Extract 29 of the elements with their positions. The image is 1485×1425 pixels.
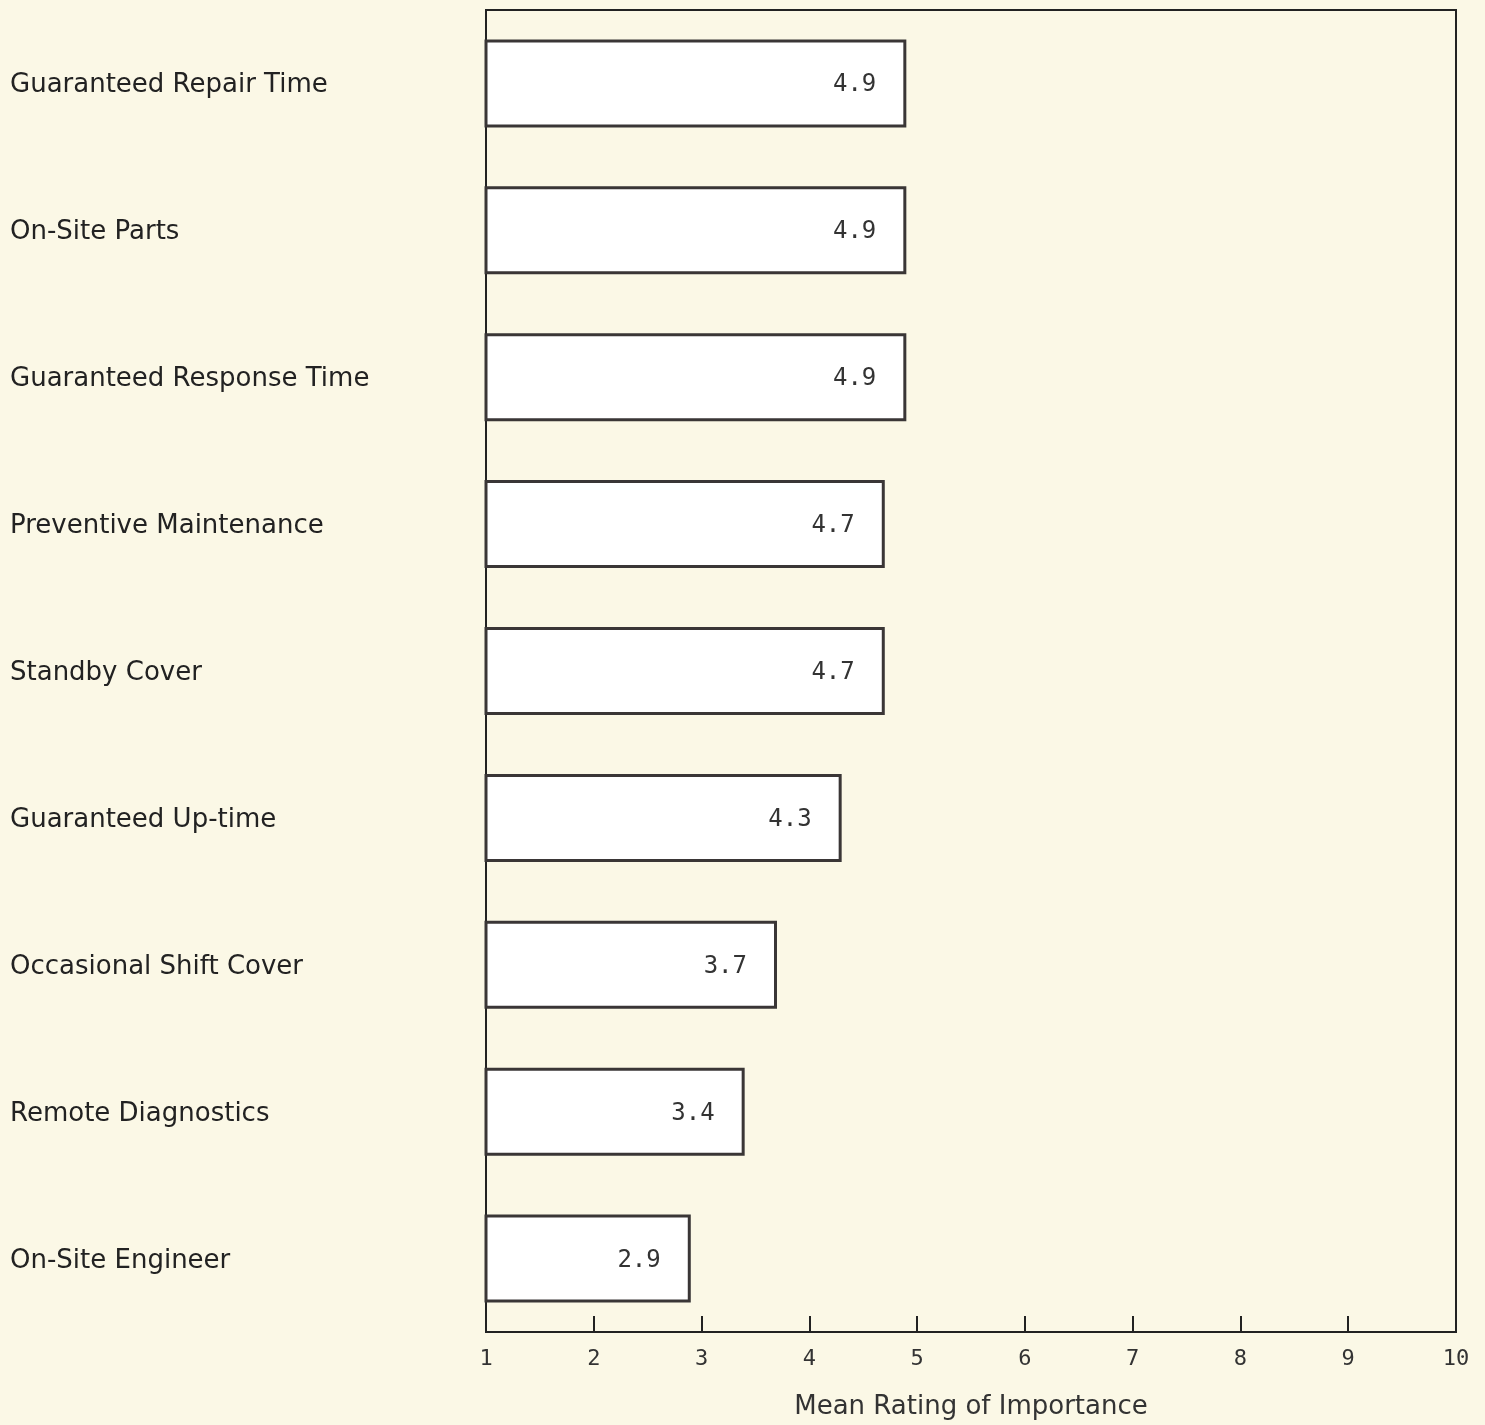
data-label: 2.9 xyxy=(617,1244,661,1273)
data-label: 4.7 xyxy=(811,657,855,685)
x-tick-label: 1 xyxy=(479,1344,493,1370)
y-tick-label: Guaranteed Repair Time xyxy=(10,68,328,99)
x-tick-label: 2 xyxy=(587,1344,601,1370)
y-tick-label: Preventive Maintenance xyxy=(10,509,324,540)
y-tick-label: On-Site Parts xyxy=(10,215,180,246)
x-tick-label: 3 xyxy=(694,1344,709,1370)
x-tick-label: 5 xyxy=(910,1344,924,1370)
x-tick-label: 8 xyxy=(1233,1344,1248,1370)
data-label: 4.9 xyxy=(832,216,877,245)
data-label: 4.9 xyxy=(832,69,877,98)
data-label: 4.9 xyxy=(832,363,877,392)
y-tick-label: Occasional Shift Cover xyxy=(10,949,304,980)
x-tick-label: 4 xyxy=(802,1344,816,1370)
data-label: 4.7 xyxy=(811,510,855,539)
y-tick-label: On-Site Engineer xyxy=(10,1243,231,1274)
y-tick-label: Guaranteed Up-time xyxy=(10,802,277,833)
data-label: 3.4 xyxy=(671,1097,715,1126)
x-tick-label: 10 xyxy=(1442,1344,1470,1370)
data-label: 3.7 xyxy=(703,950,747,979)
data-label: 4.3 xyxy=(768,803,812,832)
y-tick-label: Guaranteed Response Time xyxy=(10,362,370,393)
x-tick-label: 9 xyxy=(1341,1344,1355,1370)
x-axis-title: Mean Rating of Importance xyxy=(794,1390,1148,1420)
y-tick-label: Standby Cover xyxy=(10,656,203,686)
x-tick-label: 6 xyxy=(1018,1344,1032,1370)
x-tick-label: 7 xyxy=(1126,1344,1140,1370)
y-tick-label: Remote Diagnostics xyxy=(10,1096,270,1127)
